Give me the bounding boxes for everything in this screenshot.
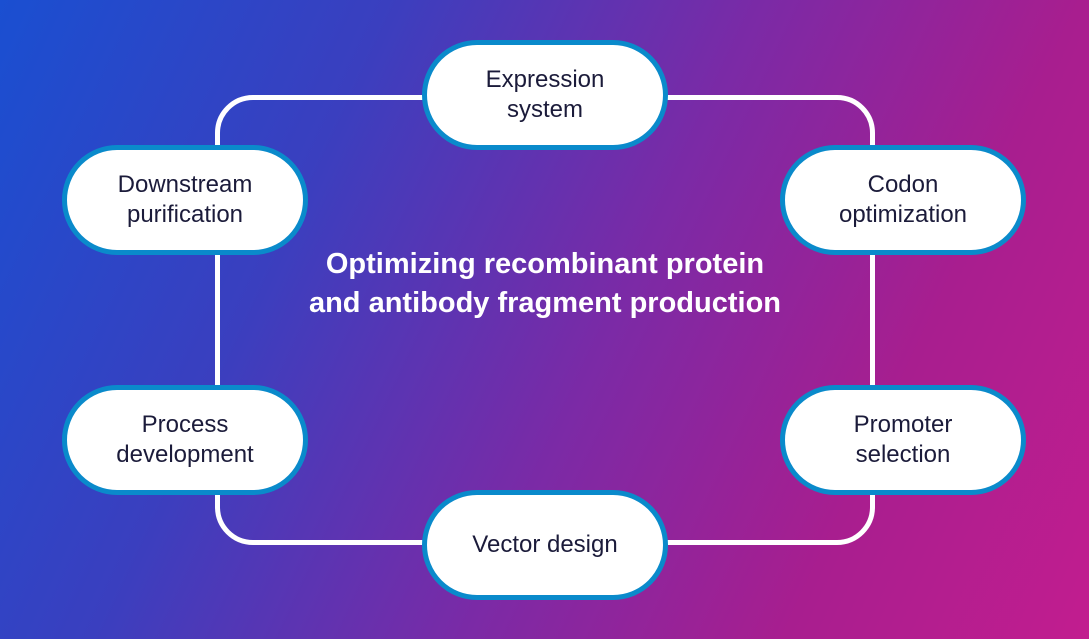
node-downstream-purification: Downstream purification — [62, 145, 308, 255]
node-vector-design: Vector design — [422, 490, 668, 600]
node-codon-optimization: Codon optimization — [780, 145, 1026, 255]
node-process-development: Process development — [62, 385, 308, 495]
center-title: Optimizing recombinant protein and antib… — [300, 245, 790, 323]
node-promoter-selection: Promoter selection — [780, 385, 1026, 495]
diagram-canvas: Optimizing recombinant protein and antib… — [0, 0, 1089, 639]
node-expression-system: Expression system — [422, 40, 668, 150]
